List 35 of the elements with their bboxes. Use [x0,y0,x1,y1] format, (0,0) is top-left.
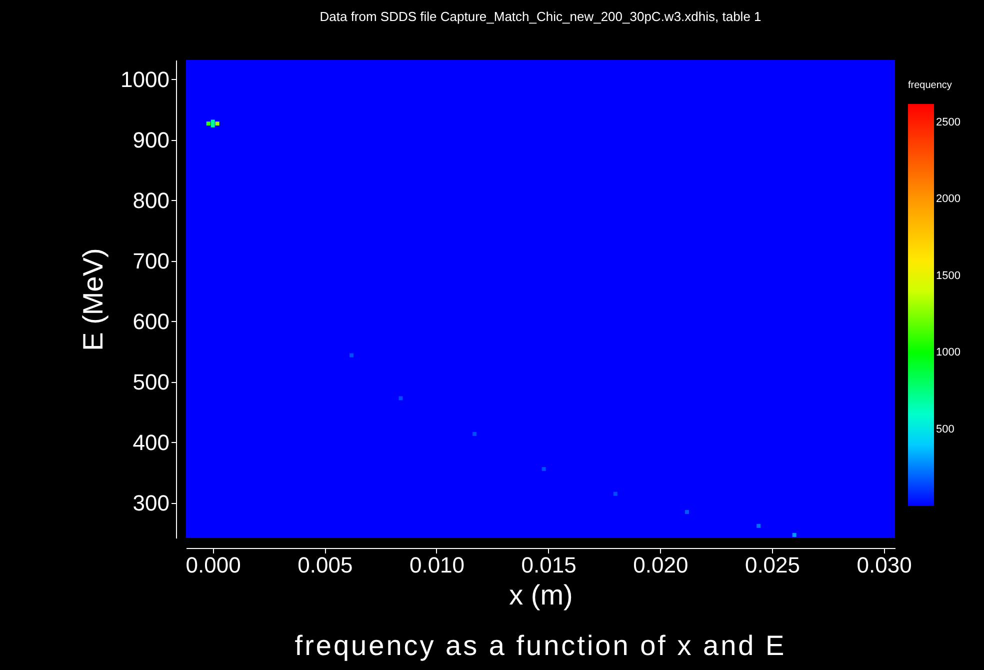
color-bar-label: 500 [936,423,954,436]
x-tick-label: 0.020 [633,552,688,578]
y-tick-label: 300 [132,490,170,516]
color-bar-title: frequency [908,80,952,91]
x-axis-title: x (m) [509,580,573,610]
y-tick-label: 400 [132,430,170,455]
y-tick-label: 700 [132,248,170,274]
x-tick-label: 0.010 [409,552,465,578]
point [398,396,403,400]
point [756,524,761,528]
y-tick-label: 1000 [120,66,170,92]
point [350,353,354,358]
x-tick-label: 0.030 [856,552,912,578]
x-tick-label: 0.005 [298,552,353,578]
text: frequency as a function of x and E [294,630,788,662]
color-bar-label: 2500 [936,116,960,128]
point [684,510,689,514]
point [542,467,546,472]
point [613,492,618,496]
x-tick-label: 0.025 [744,552,800,578]
y-tick-label: 600 [132,308,170,334]
y-tick-label: 500 [132,369,170,394]
y-tick-label: 800 [132,188,170,213]
point [472,432,477,436]
y-axis-title: E (MeV) [78,248,109,351]
color-bar-label: 2000 [936,193,960,206]
x-tick-label: 0.015 [521,552,576,578]
color-bar-label: 1500 [936,270,960,282]
y-tick-label: 900 [132,127,170,152]
x-tick-label: 0.000 [186,552,241,578]
point [206,122,210,126]
color-bar-label: 1000 [936,346,960,359]
point [792,532,796,537]
point [215,122,220,126]
chart-title: Data from SDDS file Capture_Match_Chic_new_200_30pC.w3.xdhis, table 1 [320,9,762,24]
